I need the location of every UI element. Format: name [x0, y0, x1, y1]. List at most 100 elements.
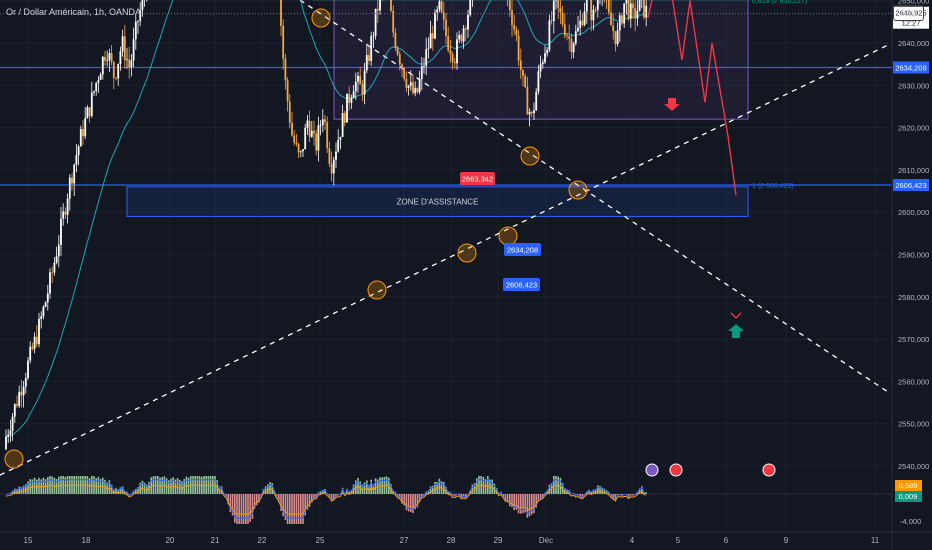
macd-histogram-bar [462, 494, 465, 498]
price-label: 2663,342 [460, 172, 495, 185]
candle-body [20, 391, 23, 396]
currency-button[interactable]: USD [893, 5, 924, 21]
macd-value-badge [895, 480, 922, 491]
candle-body [544, 53, 546, 63]
candle-body [453, 61, 456, 64]
price-tick-label: 2620,000 [898, 124, 929, 133]
candle-body [372, 35, 375, 37]
macd-histogram-bar [256, 494, 258, 506]
macd-histogram-bar [135, 488, 137, 494]
macd-histogram-bar [465, 494, 467, 499]
macd-histogram-bar [346, 488, 348, 494]
candle-body [282, 25, 285, 59]
us-flag-icon[interactable] [669, 463, 683, 477]
candle-body [464, 28, 467, 30]
candle-body [625, 0, 628, 4]
candle-body [533, 110, 535, 114]
time-tick-label: 15 [24, 536, 33, 545]
macd-histogram-bar [341, 487, 344, 494]
macd-histogram-bar [429, 486, 432, 494]
axis-price-badge-text: 2634,208 [895, 64, 926, 73]
candle-body [636, 11, 639, 19]
macd-histogram-bar [548, 484, 551, 494]
candle-body [130, 60, 133, 68]
candle-body [555, 0, 557, 1]
candle-body [616, 30, 619, 45]
macd-histogram-bar [539, 494, 542, 500]
candle-body [519, 60, 522, 70]
candle-body [82, 128, 84, 137]
time-tick-label: 9 [784, 536, 789, 545]
macd-value-label: 0,585 [899, 481, 918, 490]
event-icons[interactable] [645, 463, 776, 477]
macd-histogram-bar [372, 484, 375, 494]
price-label-text: 2606,423 [506, 281, 537, 290]
macd-histogram-bar [405, 494, 408, 511]
candle-body [590, 0, 593, 21]
macd-histogram-bar [286, 494, 289, 524]
candle-body [354, 81, 357, 92]
macd-histogram-bar [603, 488, 606, 494]
candle-body [566, 35, 568, 37]
price-tick-label: 2550,000 [898, 420, 929, 429]
macd-histogram-bar [297, 494, 300, 524]
candle-body [526, 86, 529, 115]
candle-body [581, 20, 584, 25]
candle-body [374, 8, 377, 36]
pivot-circle [568, 180, 588, 200]
candle-body [319, 124, 322, 126]
macd-histogram-bar [240, 494, 243, 524]
candle-body [302, 149, 304, 152]
macd-histogram-bar [308, 494, 311, 507]
candle-body [522, 69, 524, 76]
macd-histogram-bar [324, 489, 326, 494]
candles-layer[interactable] [5, 0, 648, 451]
macd-histogram-bar [104, 479, 106, 494]
candle-body [610, 12, 612, 26]
current-price-text: 2646,925 [895, 9, 926, 18]
candle-body [572, 43, 575, 53]
candle-body [638, 0, 641, 12]
macd-histogram-bar [179, 480, 181, 494]
candle-body [376, 8, 379, 11]
macd-histogram-bar [27, 481, 29, 494]
trendline [0, 44, 889, 476]
macd-histogram-bar [352, 484, 355, 494]
macd-histogram-bar [282, 494, 284, 517]
candle-body [71, 177, 73, 184]
macd-histogram-bar [238, 494, 240, 524]
macd-histogram-bar [513, 494, 515, 511]
candle-body [352, 91, 355, 98]
macd-axis-label: -4,000 [900, 517, 921, 526]
price-tick-label: 2540,000 [898, 462, 929, 471]
us-flag-icon[interactable] [762, 463, 776, 477]
macd-histogram-bar [504, 494, 507, 502]
pivot-circle [4, 449, 24, 469]
macd-histogram-bar [264, 486, 267, 494]
candle-body [429, 33, 432, 49]
candle-body [568, 36, 571, 39]
macd-histogram-bar [605, 490, 608, 494]
time-tick-label: 11 [871, 536, 880, 545]
macd-histogram-bar [588, 489, 590, 494]
macd-histogram-bar [537, 494, 540, 502]
candle-body [141, 0, 144, 11]
current-price-badge [893, 6, 929, 29]
candle-body [57, 244, 60, 257]
candle-body [9, 430, 12, 435]
macd-histogram-bar [579, 494, 581, 498]
macd-histogram-bar [621, 494, 623, 497]
price-tick-label: 2600,000 [898, 208, 929, 217]
macd-histogram-bar [355, 480, 357, 494]
candle-body [517, 35, 520, 61]
time-axis[interactable]: 15 18 20 21 22 25 27 28 29 Déc 4 5 6 9 11 [0, 531, 932, 545]
macd-histogram-bar [115, 487, 117, 494]
macd-histogram-bar [18, 486, 20, 494]
candle-body [436, 9, 439, 13]
candle-body [557, 0, 560, 8]
candle-body [328, 148, 331, 164]
lightning-icon[interactable] [645, 463, 659, 477]
candle-body [627, 0, 630, 19]
